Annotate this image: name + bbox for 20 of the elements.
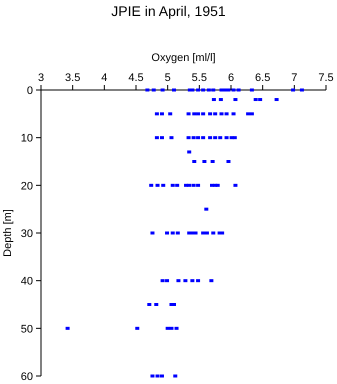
x-tick-label: 6 (228, 72, 234, 84)
x-tick-label: 4 (101, 72, 108, 84)
y-tick-label: 60 (20, 371, 33, 383)
x-tick-label: 6.5 (255, 72, 270, 84)
y-tick-label: 40 (20, 276, 33, 288)
y-tick-label: 20 (20, 180, 33, 192)
y-axis-title: Depth [m] (2, 209, 14, 257)
x-tick-label: 3.5 (65, 72, 80, 84)
x-tick-label: 5.5 (192, 72, 207, 84)
x-axis-title: Oxygen [ml/l] (151, 52, 216, 64)
chart-title: JPIE in April, 1951 (111, 3, 226, 19)
x-tick-label: 3 (38, 72, 44, 84)
y-tick-label: 0 (26, 85, 33, 97)
y-tick-label: 30 (20, 228, 33, 240)
x-tick-label: 7 (291, 72, 298, 84)
x-tick-label: 5 (164, 72, 171, 84)
y-tick-label: 10 (20, 132, 33, 145)
x-tick-label: 7.5 (318, 72, 334, 84)
y-tick-label: 50 (20, 323, 33, 336)
x-tick-label: 4.5 (128, 72, 144, 84)
